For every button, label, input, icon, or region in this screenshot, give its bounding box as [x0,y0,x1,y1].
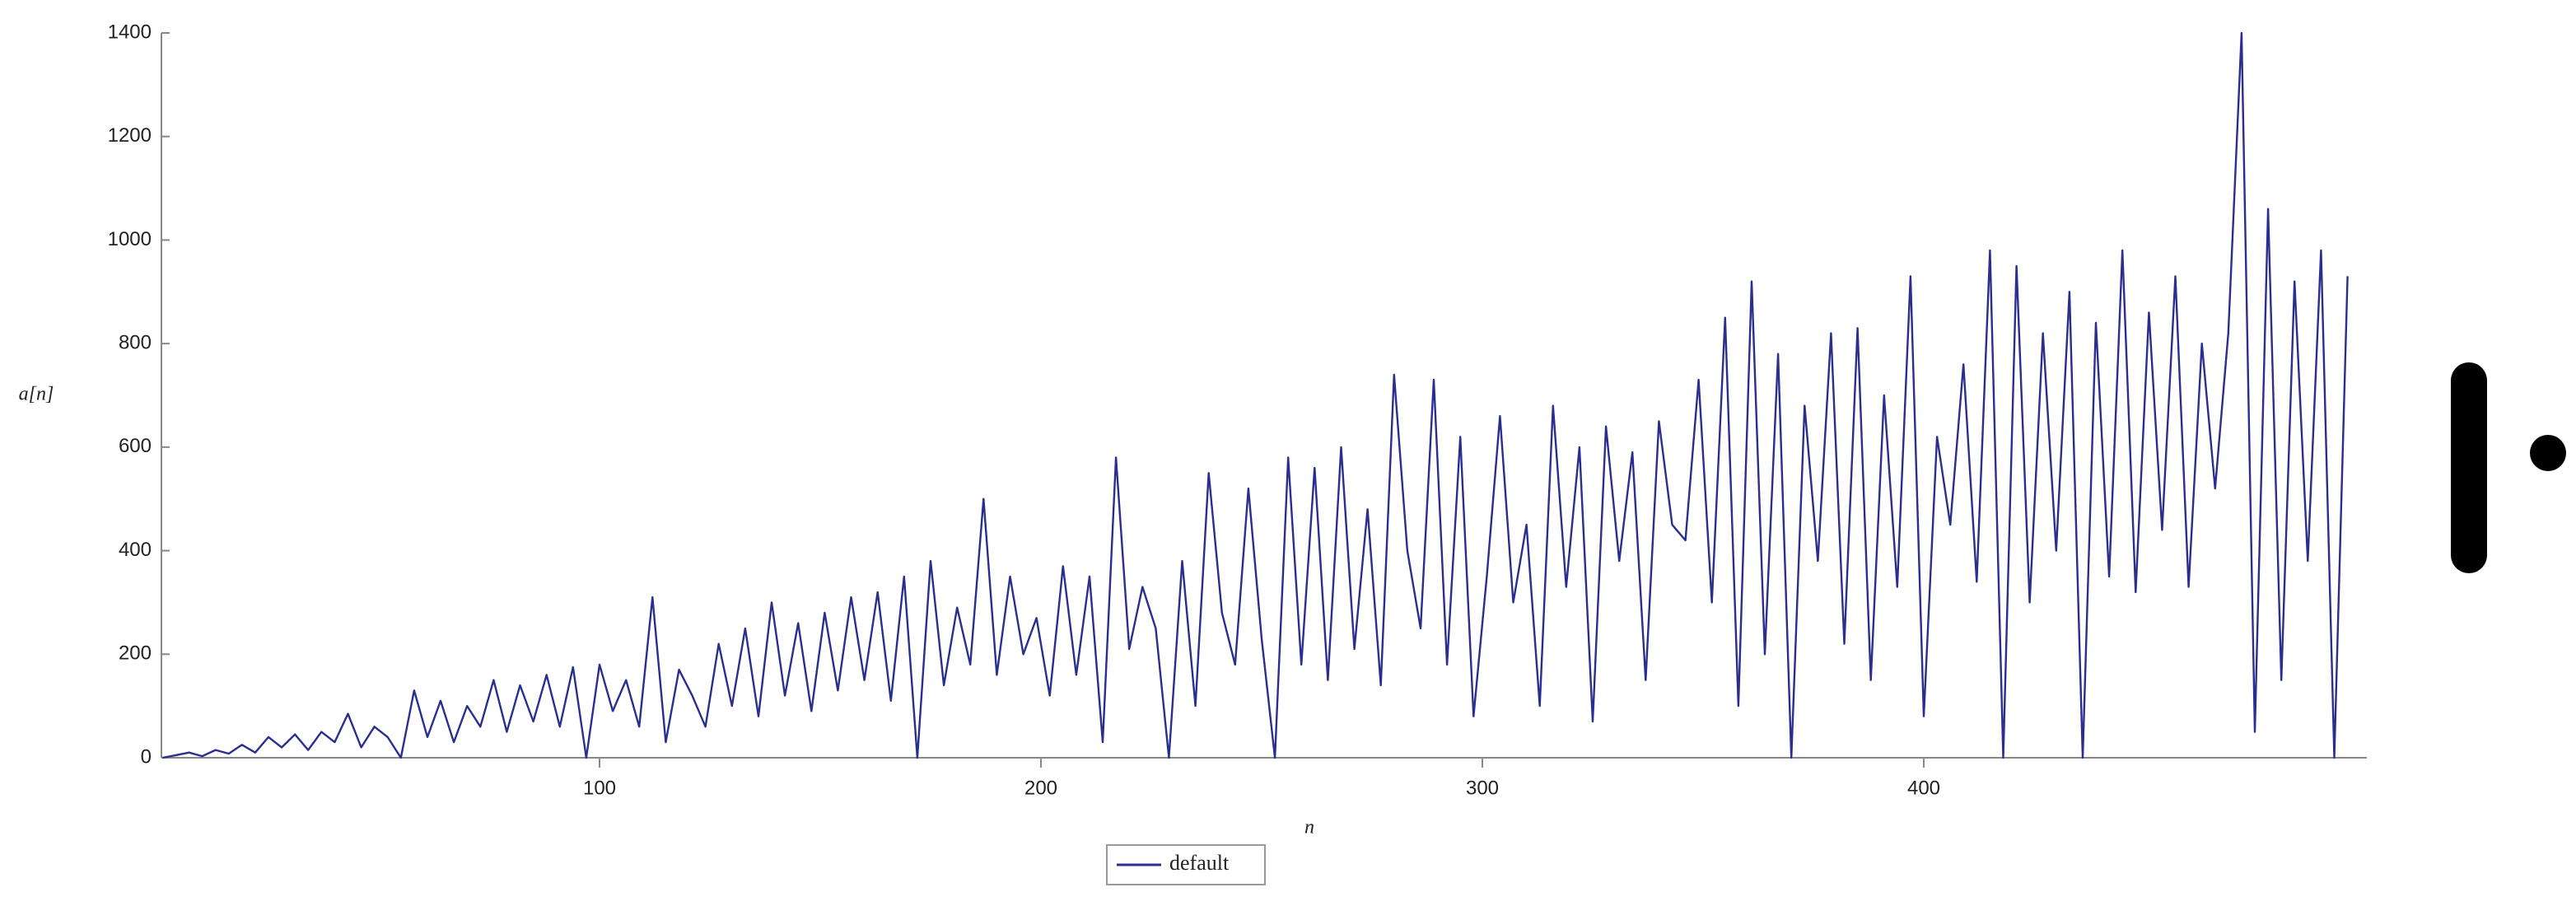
y-tick-label: 0 [141,745,152,768]
legend: default [1106,844,1266,885]
x-tick-label: 300 [1466,777,1499,799]
x-tick-label: 100 [583,777,616,799]
legend-label: default [1169,851,1230,875]
y-tick-label: 1400 [108,21,152,43]
x-tick-label: 200 [1024,777,1057,799]
y-tick-label: 1200 [108,124,152,147]
y-tick-label: 800 [119,331,152,353]
y-tick-label: 200 [119,642,152,665]
y-tick-label: 600 [119,435,152,457]
y-axis-label: a[n] [19,384,54,405]
x-tick-label: 400 [1907,777,1940,799]
handle-bar [2451,362,2487,573]
data-line [162,31,2349,759]
handle-dot [2530,435,2566,471]
y-tick-label: 400 [119,539,152,561]
x-axis-label: n [1304,817,1314,838]
y-tick-label: 1000 [108,228,152,250]
